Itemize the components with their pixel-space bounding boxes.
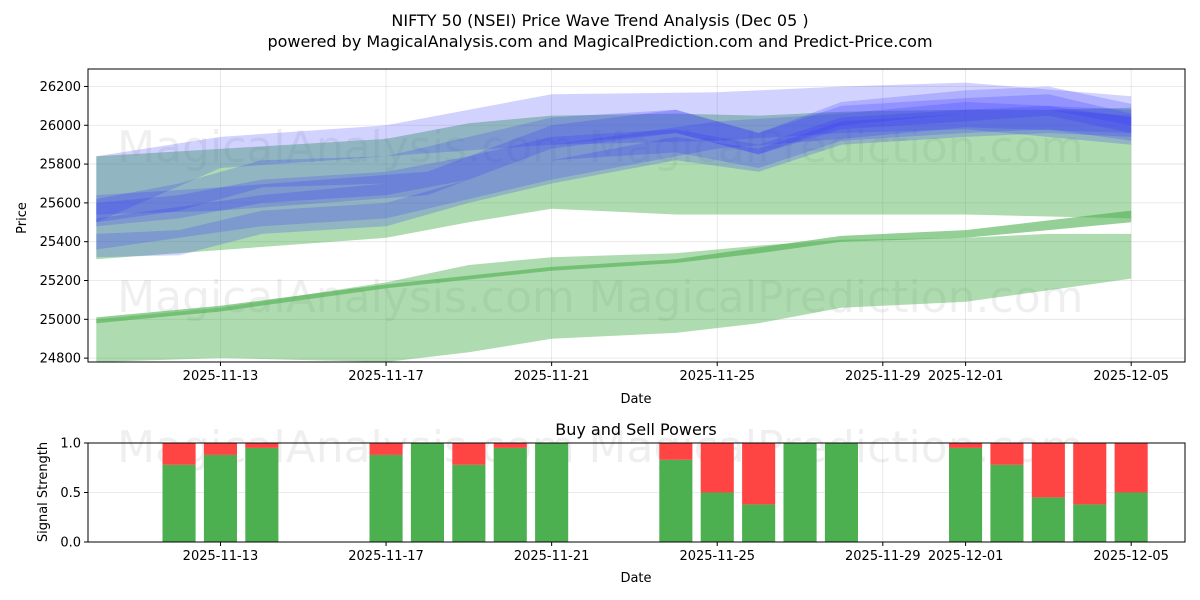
sell-bar: [742, 443, 776, 505]
sell-bar: [245, 443, 279, 448]
buy-bar: [493, 447, 527, 542]
price-y-tick-label: 26200: [40, 80, 81, 95]
sell-bar: [1114, 443, 1148, 493]
power-plot: Buy and Sell Powers MagicalAnalysis.com …: [36, 420, 1186, 586]
price-y-tick-label: 25800: [40, 158, 81, 173]
price-x-tick-label: 2025-11-29: [845, 369, 921, 384]
price-watermarks: MagicalAnalysis.com MagicalPrediction.co…: [117, 122, 1083, 323]
green-wave-bands: [96, 107, 1132, 362]
buy-bar: [949, 447, 983, 542]
buy-bar: [369, 454, 403, 542]
sell-bar: [659, 443, 693, 460]
buy-bar: [162, 464, 196, 542]
buy-bar: [1114, 492, 1148, 542]
blue-band: [96, 94, 1132, 223]
power-bars: [162, 443, 1148, 542]
buy-bar: [990, 464, 1024, 542]
buy-bar: [535, 443, 569, 542]
sell-bar: [203, 443, 237, 455]
price-y-tick-label: 25200: [40, 274, 81, 289]
blue-wave-bands: [96, 82, 1132, 258]
price-plot: MagicalAnalysis.com MagicalPrediction.co…: [15, 68, 1186, 407]
buy-bar: [1031, 497, 1065, 542]
price-plot-frame: [87, 68, 1186, 363]
price-y-axis-label: Price: [15, 202, 30, 234]
power-x-tick-label: 2025-11-13: [183, 549, 259, 564]
price-y-tick-label: 24800: [40, 352, 81, 367]
watermark-prediction-bottom: MagicalPrediction.com: [589, 272, 1084, 323]
sell-bar: [162, 443, 196, 465]
price-y-tick-label: 26000: [40, 119, 81, 134]
watermark-prediction-top: MagicalPrediction.com: [589, 122, 1084, 173]
sell-bar: [990, 443, 1024, 465]
price-grid: [88, 69, 1185, 362]
green-band: [96, 210, 1132, 324]
green-band: [96, 233, 1132, 362]
price-y-tick-label: 25000: [40, 313, 81, 328]
watermark-analysis-top: MagicalAnalysis.com: [117, 122, 575, 173]
power-x-tick-label: 2025-11-29: [845, 549, 921, 564]
buy-bar: [410, 443, 444, 542]
power-x-tick-label: 2025-12-05: [1093, 549, 1169, 564]
buy-bar: [824, 443, 858, 542]
power-y-tick-label: 1.0: [60, 437, 81, 452]
sell-bar: [452, 443, 486, 465]
power-x-tick-label: 2025-12-01: [928, 549, 1004, 564]
buy-bar: [783, 443, 817, 542]
power-chart-title: Buy and Sell Powers: [555, 420, 717, 439]
power-x-tick-label: 2025-11-17: [348, 549, 424, 564]
sell-bar: [1073, 443, 1107, 505]
green-band: [96, 107, 1132, 260]
price-x-axis-label: Date: [620, 392, 651, 407]
buy-bar: [742, 504, 776, 542]
blue-band: [96, 109, 1132, 258]
buy-bar: [245, 447, 279, 542]
power-x-tick-label: 2025-11-25: [679, 549, 755, 564]
blue-band: [96, 105, 1132, 227]
price-x-tick-label: 2025-11-17: [348, 369, 424, 384]
sell-bar: [700, 443, 734, 493]
blue-band: [96, 82, 1132, 223]
power-y-axis-label: Signal Strength: [36, 442, 51, 542]
watermark-analysis-bottom: MagicalAnalysis.com: [117, 272, 575, 323]
sell-bar: [1031, 443, 1065, 498]
sell-bar: [369, 443, 403, 455]
sell-bar: [493, 443, 527, 448]
sell-bar: [949, 443, 983, 448]
price-y-tick-label: 25600: [40, 196, 81, 211]
price-x-tick-label: 2025-11-13: [183, 369, 259, 384]
blue-band: [96, 86, 1132, 215]
blue-band: [96, 102, 1132, 250]
price-y-tick-label: 25400: [40, 235, 81, 250]
buy-bar: [452, 464, 486, 542]
power-x-axis-label: Date: [620, 571, 651, 586]
buy-bar: [203, 454, 237, 542]
buy-bar: [1073, 504, 1107, 542]
price-x-tick-label: 2025-12-05: [1093, 369, 1169, 384]
price-x-tick-label: 2025-11-21: [514, 369, 590, 384]
price-x-ticks: 2025-11-13 2025-11-17 2025-11-21 2025-11-25…: [183, 362, 1169, 384]
chart-subtitle: powered by MagicalAnalysis.com and Magic…: [267, 32, 932, 51]
power-x-tick-label: 2025-11-21: [514, 549, 590, 564]
power-y-tick-label: 0.5: [60, 486, 81, 501]
buy-bar: [700, 492, 734, 542]
price-x-tick-label: 2025-11-25: [679, 369, 755, 384]
power-y-tick-label: 0.0: [60, 536, 81, 551]
price-y-ticks: 24800 25000 25200 25400 25600 25800 26000 26200: [40, 80, 88, 367]
price-x-tick-label: 2025-12-01: [928, 369, 1004, 384]
power-x-ticks: 2025-11-13 2025-11-17 2025-11-21 2025-11-25…: [183, 542, 1169, 564]
buy-bar: [659, 459, 693, 542]
chart-title: NIFTY 50 (NSEI) Price Wave Trend Analysi…: [391, 11, 808, 30]
power-y-ticks: 0.0 0.5 1.0: [60, 437, 88, 551]
